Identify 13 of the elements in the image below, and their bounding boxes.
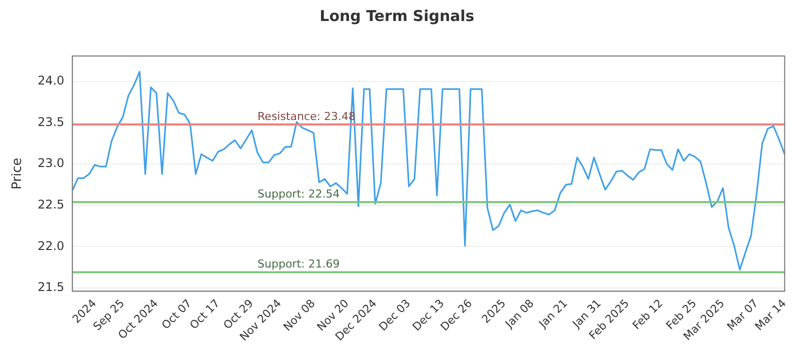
- x-tick-label: Dec 03: [376, 296, 414, 334]
- y-tick-label: 22.0: [38, 238, 64, 253]
- y-tick-label: 23.0: [38, 156, 64, 170]
- chart-title: Long Term Signals: [320, 6, 474, 25]
- ref-line-label: Support: 21.69: [258, 258, 340, 271]
- y-tick-label: 24.0: [38, 74, 64, 88]
- x-tick-label: Jan 21: [536, 296, 570, 332]
- y-tick-label: 21.5: [38, 280, 64, 294]
- y-axis-title: Price: [10, 158, 26, 190]
- y-tick-label: 23.5: [38, 114, 64, 129]
- ref-line-label: Support: 22.54: [258, 187, 340, 200]
- y-tick-label: 22.5: [38, 198, 64, 212]
- x-tick-label: Feb 12: [630, 296, 666, 332]
